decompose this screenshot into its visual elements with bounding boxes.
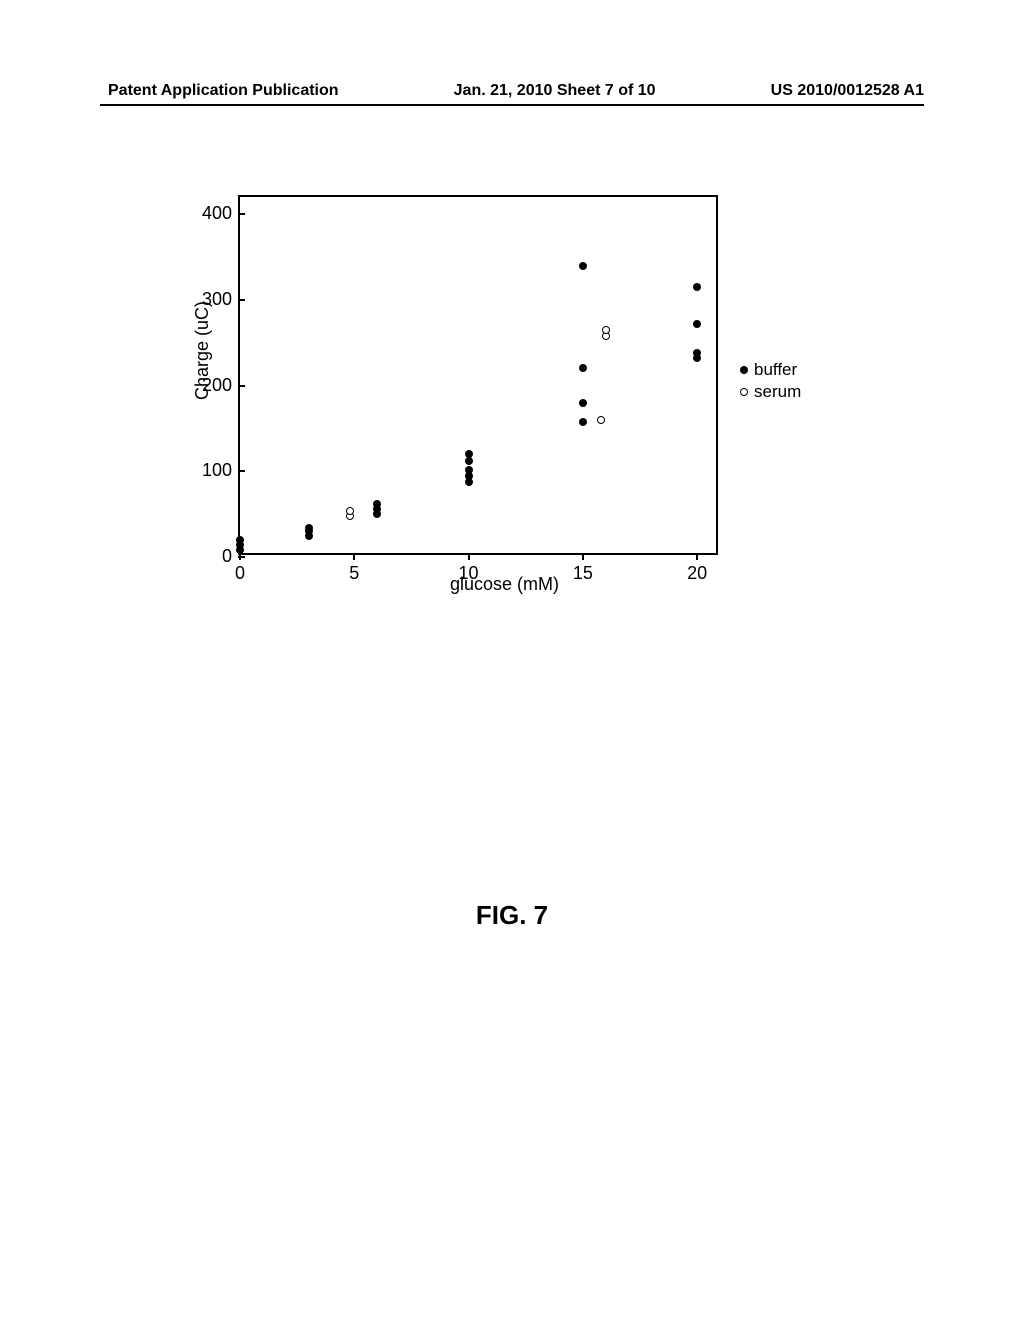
legend-item-serum: serum — [740, 382, 801, 402]
data-point-serum — [602, 326, 610, 334]
data-point-buffer — [465, 472, 473, 480]
legend-label: serum — [754, 382, 801, 402]
scatter-chart: Charge (uC) glucose (mM) 010020030040005… — [188, 170, 728, 580]
data-point-buffer — [465, 450, 473, 458]
data-point-buffer — [579, 262, 587, 270]
plot-area: glucose (mM) 010020030040005101520 — [238, 195, 718, 555]
x-tick-label: 20 — [682, 563, 712, 584]
legend-label: buffer — [754, 360, 797, 380]
data-point-buffer — [579, 399, 587, 407]
x-tick-label: 5 — [339, 563, 369, 584]
y-tick-label: 100 — [192, 460, 232, 481]
header-right: US 2010/0012528 A1 — [771, 82, 924, 100]
header-left: Patent Application Publication — [108, 82, 339, 100]
x-tick — [468, 553, 470, 560]
y-tick-label: 400 — [192, 203, 232, 224]
data-point-serum — [597, 416, 605, 424]
legend-item-buffer: buffer — [740, 360, 801, 380]
figure-caption: FIG. 7 — [0, 900, 1024, 931]
x-tick-label: 15 — [568, 563, 598, 584]
data-point-buffer — [305, 524, 313, 532]
open-circle-icon — [740, 388, 748, 396]
x-tick — [353, 553, 355, 560]
data-point-buffer — [693, 283, 701, 291]
data-point-buffer — [693, 349, 701, 357]
x-tick-label: 0 — [225, 563, 255, 584]
data-point-buffer — [236, 536, 244, 544]
x-tick-label: 10 — [454, 563, 484, 584]
data-point-buffer — [693, 320, 701, 328]
page-header: Patent Application Publication Jan. 21, … — [0, 82, 1024, 100]
x-tick — [582, 553, 584, 560]
y-tick — [238, 213, 245, 215]
data-point-buffer — [465, 457, 473, 465]
y-tick-label: 200 — [192, 375, 232, 396]
y-tick — [238, 385, 245, 387]
filled-circle-icon — [740, 366, 748, 374]
x-tick — [696, 553, 698, 560]
y-tick — [238, 299, 245, 301]
data-point-buffer — [373, 500, 381, 508]
y-tick-label: 300 — [192, 289, 232, 310]
data-point-buffer — [579, 418, 587, 426]
header-center: Jan. 21, 2010 Sheet 7 of 10 — [454, 82, 656, 100]
data-point-serum — [346, 507, 354, 515]
y-tick — [238, 470, 245, 472]
data-point-buffer — [465, 466, 473, 474]
data-point-buffer — [579, 364, 587, 372]
legend: buffer serum — [740, 360, 801, 404]
header-rule — [100, 104, 924, 106]
